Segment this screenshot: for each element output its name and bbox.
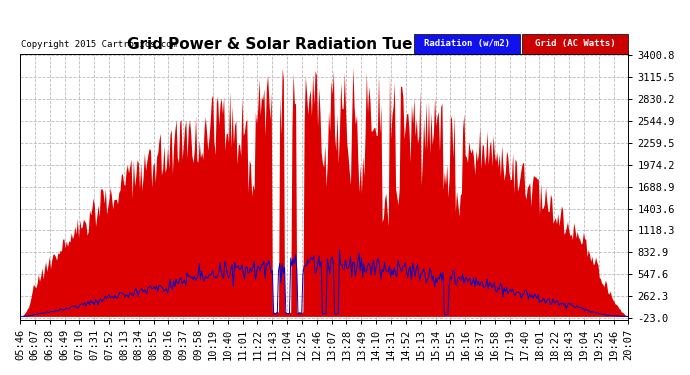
Bar	[414, 34, 520, 54]
Bar	[522, 34, 629, 54]
Text: Grid (AC Watts): Grid (AC Watts)	[535, 39, 615, 48]
Text: Radiation (w/m2): Radiation (w/m2)	[424, 39, 510, 48]
Title: Grid Power & Solar Radiation Tue Aug 4 20:11: Grid Power & Solar Radiation Tue Aug 4 2…	[127, 38, 521, 52]
Text: Copyright 2015 Cartronics.com: Copyright 2015 Cartronics.com	[21, 40, 177, 49]
